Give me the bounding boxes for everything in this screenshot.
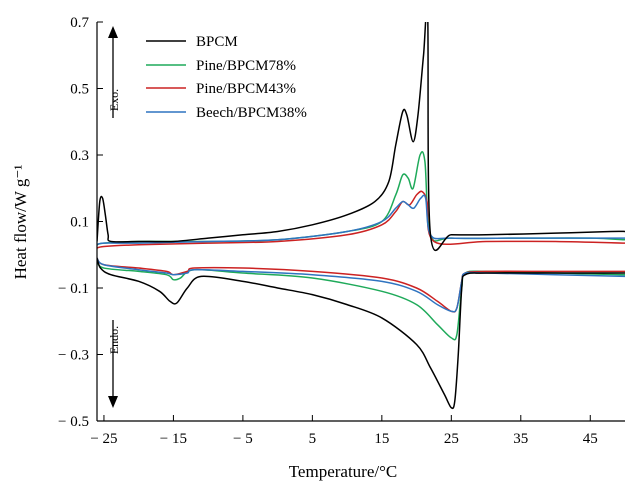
y-tick-label: − 0.3	[58, 348, 89, 364]
legend: BPCM Pine/BPCM78% Pine/BPCM43% Beech/BPC…	[146, 34, 307, 121]
y-tick-label: − 0.5	[58, 414, 89, 430]
legend-label-bpcm: BPCM	[196, 34, 238, 50]
y-tick-label: 0.3	[70, 148, 89, 164]
y-tick-label: 0.1	[70, 215, 89, 231]
series-line-beech-bpcm38-cooling	[97, 257, 625, 313]
legend-label-pine-43: Pine/BPCM43%	[196, 81, 296, 97]
series-line-pine-bpcm78-heating	[97, 151, 625, 246]
exo-annotation: Exo.	[107, 26, 121, 118]
exo-annotation-text: Exo.	[107, 89, 121, 111]
x-tick-label: 5	[309, 431, 317, 447]
x-tick-label: − 5	[233, 431, 253, 447]
series-layer	[97, 22, 625, 410]
x-tick-label: − 15	[160, 431, 187, 447]
y-tick-label: 0.5	[70, 82, 89, 98]
endo-annotation: Endo.	[107, 320, 121, 408]
legend-item-pine-78: Pine/BPCM78%	[146, 58, 296, 74]
endo-arrow-icon	[108, 396, 118, 408]
x-tick-label: 25	[444, 431, 459, 447]
exo-arrow-icon	[108, 26, 118, 38]
legend-item-bpcm: BPCM	[146, 34, 238, 50]
x-tick-label: 35	[513, 431, 528, 447]
x-tick-label: 45	[583, 431, 598, 447]
tick-layer: − 25 − 15 − 5 5 15 25 35 45 − 0.5 − 0.3 − 0.1 0.1 0.…	[58, 15, 598, 447]
series-line-pine-bpcm43-heating	[97, 190, 625, 249]
series-line-beech-bpcm38-heating	[97, 194, 625, 246]
legend-item-pine-43: Pine/BPCM43%	[146, 81, 296, 97]
y-tick-label: − 0.1	[58, 281, 89, 297]
legend-label-pine-78: Pine/BPCM78%	[196, 58, 296, 74]
y-axis-label: Heat flow/W g⁻¹	[11, 165, 30, 280]
x-tick-label: 15	[374, 431, 389, 447]
series-line-bpcm-heating	[97, 22, 625, 252]
y-tick-label: 0.7	[70, 15, 89, 31]
series-line-bpcm-cooling	[97, 257, 625, 410]
endo-annotation-text: Endo.	[107, 326, 121, 354]
legend-label-beech-38: Beech/BPCM38%	[196, 105, 307, 121]
x-axis-label: Temperature/°C	[289, 462, 398, 481]
legend-item-beech-38: Beech/BPCM38%	[146, 105, 307, 121]
x-tick-label: − 25	[90, 431, 117, 447]
